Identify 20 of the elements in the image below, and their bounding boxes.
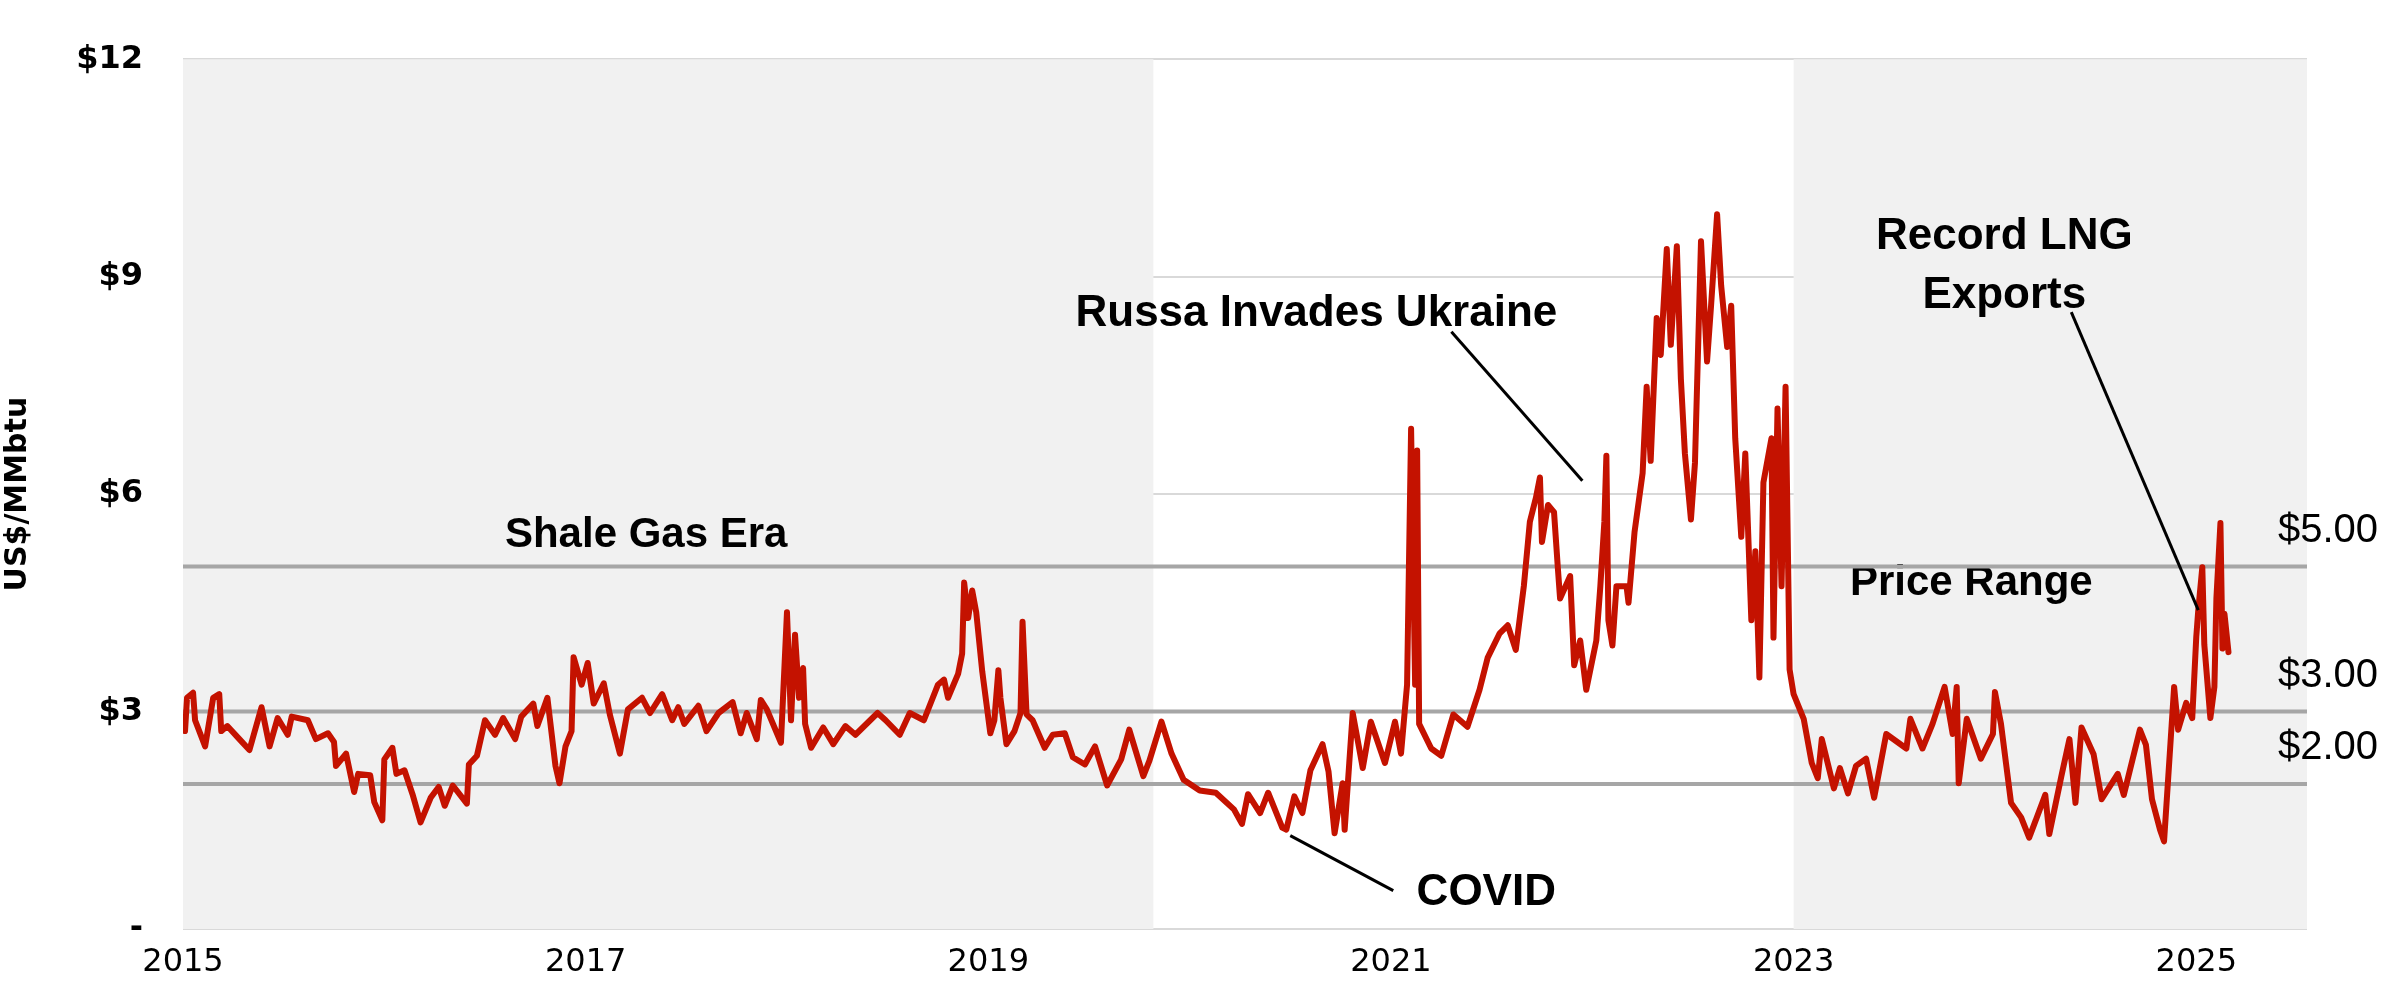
y-tick-label: $9 <box>98 254 143 293</box>
annotation: Record LNG Exports <box>1875 209 2133 318</box>
x-tick-label: 2021 <box>1350 940 1432 979</box>
band-label: Price Range <box>1849 556 2093 604</box>
band-label: Shale Gas Era <box>504 508 789 556</box>
x-tick-label: 2023 <box>1752 940 1835 979</box>
y-axis-title: US$/MMbtu <box>0 396 33 592</box>
ref-line-label: $3.00 <box>2277 650 2378 695</box>
annotation: COVID <box>1416 864 1556 914</box>
y-tick-label: $3 <box>98 689 143 728</box>
x-tick-label: 2025 <box>2155 940 2237 979</box>
x-tick-label: 2017 <box>544 940 627 979</box>
y-tick-label: $6 <box>98 472 143 511</box>
ref-line-label: $5.00 <box>2277 505 2378 550</box>
ref-line-label: $2.00 <box>2277 723 2378 768</box>
y-tick-label: - <box>129 907 143 946</box>
x-tick-label: 2015 <box>142 940 224 979</box>
x-tick-label: 2019 <box>947 940 1030 979</box>
annotation: Russa Invades Ukraine <box>1075 285 1558 335</box>
y-tick-label: $12 <box>76 37 143 76</box>
